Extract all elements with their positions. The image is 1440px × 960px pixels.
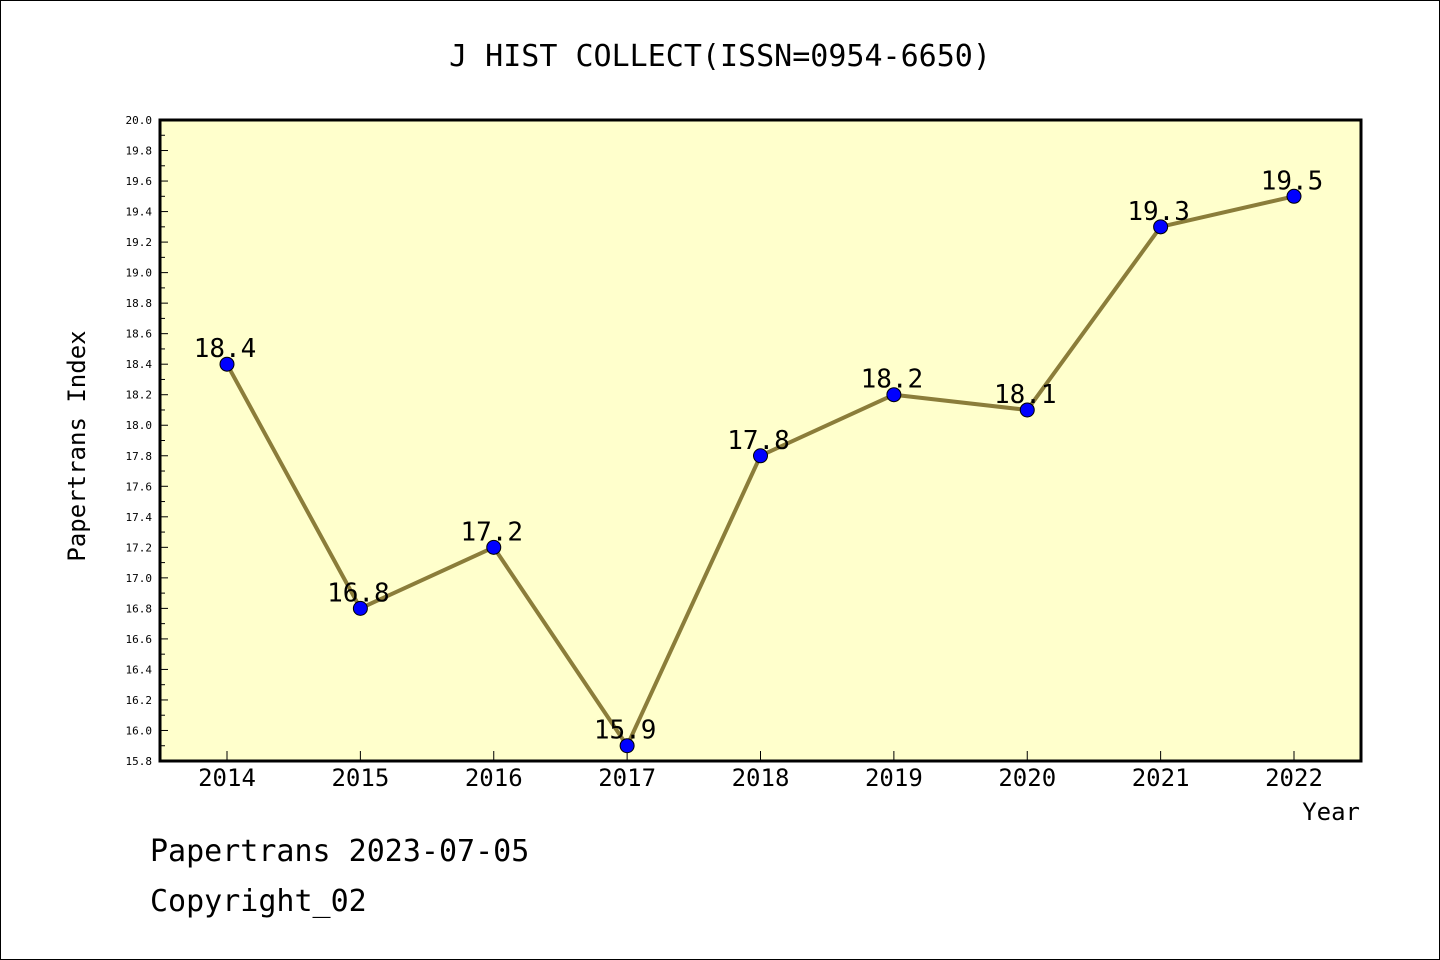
data-label: 18.4	[194, 334, 257, 364]
x-axis: 2014 2015 2016 2017 2018 2019 2020 2021 2022	[198, 751, 1323, 792]
y-tick-label: 16.8	[126, 602, 153, 615]
footer-date-line: Papertrans 2023-07-05	[150, 834, 530, 869]
data-point	[1153, 219, 1169, 235]
y-tick-label: 16.0	[126, 724, 153, 737]
y-tick-label: 18.2	[126, 389, 153, 402]
y-tick-label: 18.0	[126, 419, 153, 432]
y-tick-label: 19.8	[126, 145, 153, 158]
y-axis-label: Papertrans Index	[63, 330, 91, 561]
y-tick-label: 18.8	[126, 297, 153, 310]
y-tick-label: 16.6	[126, 633, 153, 646]
data-point	[486, 539, 502, 555]
y-tick-label: 19.2	[126, 236, 153, 249]
y-tick-label: 20.0	[126, 114, 153, 127]
y-tick-label: 19.0	[126, 267, 153, 280]
data-point	[619, 738, 635, 754]
series-layer: 18.4 16.8 17.2 15.9 17.8 18.2 18.1 19.3 19.5	[194, 166, 1324, 754]
data-label: 19.3	[1127, 197, 1190, 227]
y-tick-label: 17.6	[126, 480, 153, 493]
data-point	[1019, 402, 1035, 418]
data-point	[1286, 188, 1302, 204]
x-tick-label: 2018	[732, 764, 790, 792]
data-point	[886, 387, 902, 403]
data-label: 19.5	[1261, 166, 1324, 196]
y-tick-label: 17.4	[126, 511, 153, 524]
data-point	[352, 600, 368, 616]
data-point	[753, 448, 768, 464]
x-tick-label: 2019	[865, 764, 923, 792]
data-label: 18.1	[994, 380, 1057, 410]
footer-copyright-line: Copyright_02	[150, 884, 367, 919]
y-tick-label: 16.4	[126, 663, 153, 676]
y-axis: 15.8 16.0 16.2 16.4 16.6 16.8 17.0 17.2 17.4 17.6…	[126, 114, 168, 768]
y-tick-label: 17.8	[126, 450, 153, 463]
data-label: 16.8	[327, 578, 390, 608]
y-tick-label: 17.0	[126, 572, 153, 585]
x-tick-label: 2020	[998, 764, 1056, 792]
y-tick-label: 18.4	[126, 358, 153, 371]
data-label: 17.8	[727, 426, 790, 456]
x-tick-label: 2021	[1132, 764, 1190, 792]
data-label: 17.2	[460, 517, 523, 547]
data-point	[219, 356, 235, 372]
y-tick-label: 15.8	[126, 755, 153, 768]
y-tick-label: 19.6	[126, 175, 153, 188]
x-tick-label: 2022	[1265, 764, 1323, 792]
x-tick-label: 2016	[465, 764, 523, 792]
y-tick-label: 19.4	[126, 206, 153, 219]
x-axis-label: Year	[1302, 798, 1360, 826]
data-label: 18.2	[861, 365, 924, 395]
x-tick-label: 2015	[331, 764, 389, 792]
chart-title: J HIST COLLECT(ISSN=0954-6650)	[449, 39, 991, 74]
y-tick-label: 18.6	[126, 328, 153, 341]
x-tick-label: 2014	[198, 764, 256, 792]
y-tick-label: 16.2	[126, 694, 153, 707]
y-tick-label: 17.2	[126, 541, 153, 554]
data-label: 15.9	[594, 716, 657, 746]
x-tick-label: 2017	[598, 764, 656, 792]
